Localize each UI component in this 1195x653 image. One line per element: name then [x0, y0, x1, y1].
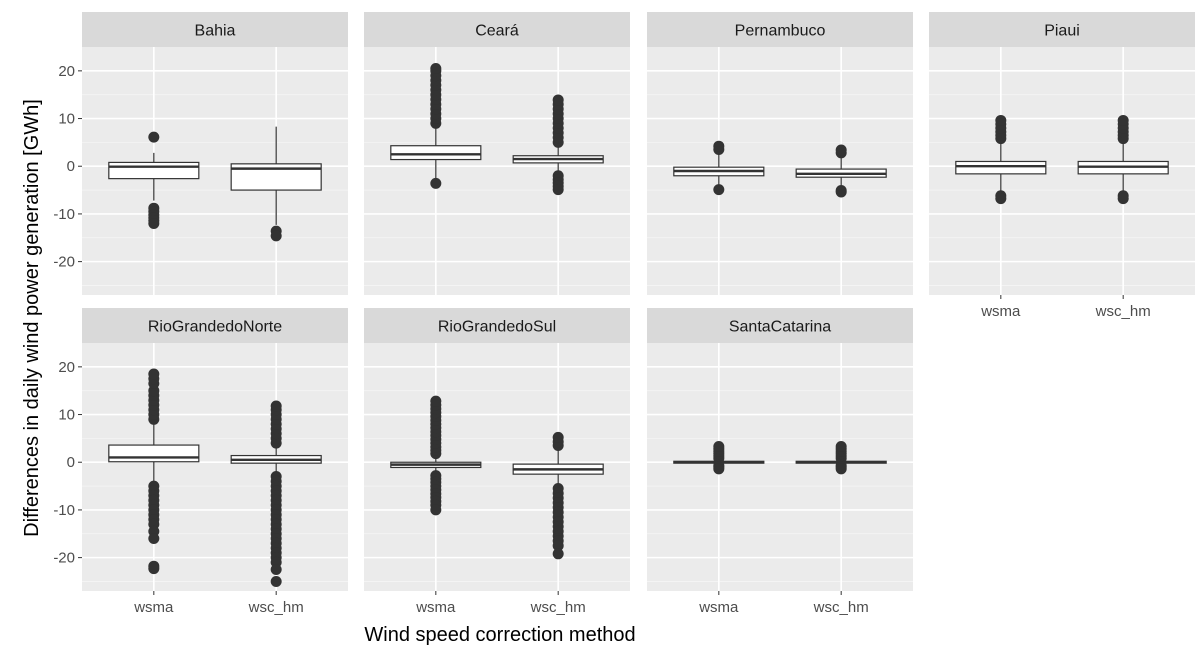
- outlier-point: [271, 400, 282, 411]
- x-tick-label: wsma: [415, 599, 456, 616]
- outlier-point: [995, 193, 1006, 204]
- strip-label: Ceará: [475, 23, 519, 40]
- y-tick-label: -20: [53, 254, 75, 271]
- outlier-point: [271, 230, 282, 241]
- y-tick-label: -20: [53, 550, 75, 567]
- outlier-point: [713, 184, 724, 195]
- y-tick-label: 20: [58, 63, 75, 80]
- y-tick-label: 10: [58, 407, 75, 424]
- outlier-point: [430, 178, 441, 189]
- panel-background: [364, 47, 630, 295]
- facet-panels: Bahia -20 -10 0 10 20 Ceará Pernambuco Piaui wsma…: [53, 12, 1195, 616]
- outlier-point: [995, 115, 1006, 126]
- strip-label: Pernambuco: [735, 23, 826, 40]
- x-tick-label: wsma: [698, 599, 739, 616]
- box-iqr: [109, 162, 199, 178]
- panel-background: [82, 343, 348, 591]
- strip-label: RioGrandedoNorte: [148, 319, 282, 336]
- strip-label: SantaCatarina: [729, 319, 831, 336]
- panel-santacatarina: SantaCatarina wsma wsc_hm: [647, 308, 913, 616]
- box-iqr: [109, 445, 199, 462]
- x-tick-label: wsma: [133, 599, 174, 616]
- outlier-point: [836, 441, 847, 452]
- strip-label: Bahia: [195, 23, 236, 40]
- outlier-point: [1118, 193, 1129, 204]
- y-tick-label: 0: [67, 158, 75, 175]
- box-iqr: [391, 146, 481, 160]
- outlier-point: [553, 94, 564, 105]
- outlier-point: [430, 504, 441, 515]
- outlier-point: [271, 576, 282, 587]
- outlier-point: [1118, 115, 1129, 126]
- y-tick-label: 0: [67, 454, 75, 471]
- y-tick-label: 10: [58, 111, 75, 128]
- outlier-point: [553, 432, 564, 443]
- panel-riograndedosul: RioGrandedoSul wsma wsc_hm: [364, 308, 630, 616]
- outlier-point: [713, 441, 724, 452]
- x-tick-label: wsc_hm: [813, 599, 869, 616]
- outlier-point: [148, 132, 159, 143]
- y-tick-label: 20: [58, 359, 75, 376]
- y-tick-label: -10: [53, 502, 75, 519]
- panel-piaui: Piaui wsma wsc_hm: [929, 12, 1195, 320]
- outlier-point: [148, 369, 159, 380]
- outlier-point: [271, 564, 282, 575]
- panel-background: [647, 343, 913, 591]
- x-tick-label: wsc_hm: [1095, 303, 1151, 320]
- panel-bahia: Bahia -20 -10 0 10 20: [53, 12, 348, 295]
- outlier-point: [836, 463, 847, 474]
- x-axis-title: Wind speed correction method: [364, 624, 635, 646]
- x-tick-label: wsc_hm: [248, 599, 304, 616]
- panel-ceará: Ceará: [364, 12, 630, 295]
- x-tick-label: wsma: [980, 303, 1021, 320]
- outlier-point: [148, 218, 159, 229]
- outlier-point: [148, 563, 159, 574]
- outlier-point: [148, 533, 159, 544]
- strip-label: RioGrandedoSul: [438, 319, 556, 336]
- outlier-point: [836, 186, 847, 197]
- y-tick-label: -10: [53, 206, 75, 223]
- outlier-point: [713, 141, 724, 152]
- outlier-point: [430, 63, 441, 74]
- y-axis-title: Differences in daily wind power generati…: [21, 99, 43, 537]
- outlier-point: [713, 463, 724, 474]
- box-iqr: [956, 161, 1046, 173]
- panel-pernambuco: Pernambuco: [647, 12, 913, 295]
- x-tick-label: wsc_hm: [530, 599, 586, 616]
- strip-label: Piaui: [1044, 23, 1080, 40]
- outlier-point: [836, 145, 847, 156]
- outlier-point: [553, 548, 564, 559]
- panel-riograndedonorte: RioGrandedoNorte -20 -10 0 10 20 wsma wsc_hm: [53, 308, 348, 616]
- outlier-point: [430, 396, 441, 407]
- outlier-point: [553, 184, 564, 195]
